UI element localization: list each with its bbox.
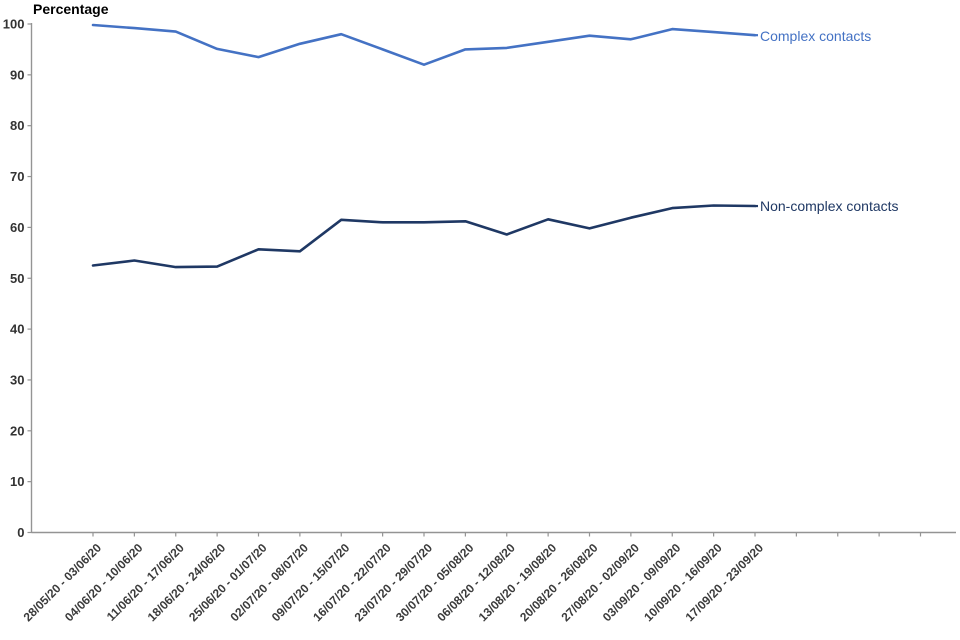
x-axis-date-label: 04/06/20 - 10/06/20 — [62, 540, 146, 624]
x-axis-date-label: 02/07/20 - 08/07/20 — [227, 540, 311, 624]
y-axis-tick-label: 20 — [10, 423, 24, 438]
x-axis-date-label: 06/08/20 - 12/08/20 — [434, 540, 518, 624]
y-axis-tick-label: 70 — [10, 169, 24, 184]
y-axis-tick-label: 50 — [10, 271, 24, 286]
x-axis-date-label: 09/07/20 - 15/07/20 — [269, 540, 353, 624]
x-axis-date-label: 28/05/20 - 03/06/20 — [21, 540, 105, 624]
series-label-non-complex-contacts: Non-complex contacts — [760, 198, 899, 214]
y-axis-tick-label: 40 — [10, 322, 24, 337]
x-axis-date-label: 23/07/20 - 29/07/20 — [352, 540, 436, 624]
x-axis-date-label: 27/08/20 - 02/09/20 — [558, 540, 642, 624]
x-axis-date-label: 25/06/20 - 01/07/20 — [186, 540, 270, 624]
x-axis-date-label: 11/06/20 - 17/06/20 — [104, 541, 187, 624]
y-axis-title: Percentage — [33, 1, 109, 17]
x-axis-date-label: 18/06/20 - 24/06/20 — [145, 540, 229, 624]
y-axis-tick-label: 30 — [10, 372, 24, 387]
x-axis-date-label: 16/07/20 - 22/07/20 — [310, 540, 394, 624]
x-axis-date-label: 17/09/20 - 23/09/20 — [683, 540, 767, 624]
x-axis-date-label: 13/08/20 - 19/08/20 — [476, 540, 560, 624]
y-axis-tick-label: 100 — [3, 17, 25, 32]
y-axis-tick-label: 0 — [17, 525, 24, 540]
y-axis-tick-label: 90 — [10, 67, 24, 82]
series-line-complex-contacts — [91, 23, 757, 66]
y-axis-tick-label: 60 — [10, 220, 24, 235]
x-axis-date-label: 30/07/20 - 05/08/20 — [393, 540, 477, 624]
y-axis-tick-label: 10 — [10, 474, 24, 489]
y-axis-tick-label: 80 — [10, 118, 24, 133]
x-axis-date-label: 10/09/20 - 16/09/20 — [641, 540, 725, 624]
series-line-non-complex-contacts — [91, 204, 757, 269]
x-axis-date-label: 03/09/20 - 09/09/20 — [600, 540, 684, 624]
series-label-complex-contacts: Complex contacts — [760, 28, 872, 44]
x-axis-date-label: 20/08/20 - 26/08/20 — [517, 540, 601, 624]
